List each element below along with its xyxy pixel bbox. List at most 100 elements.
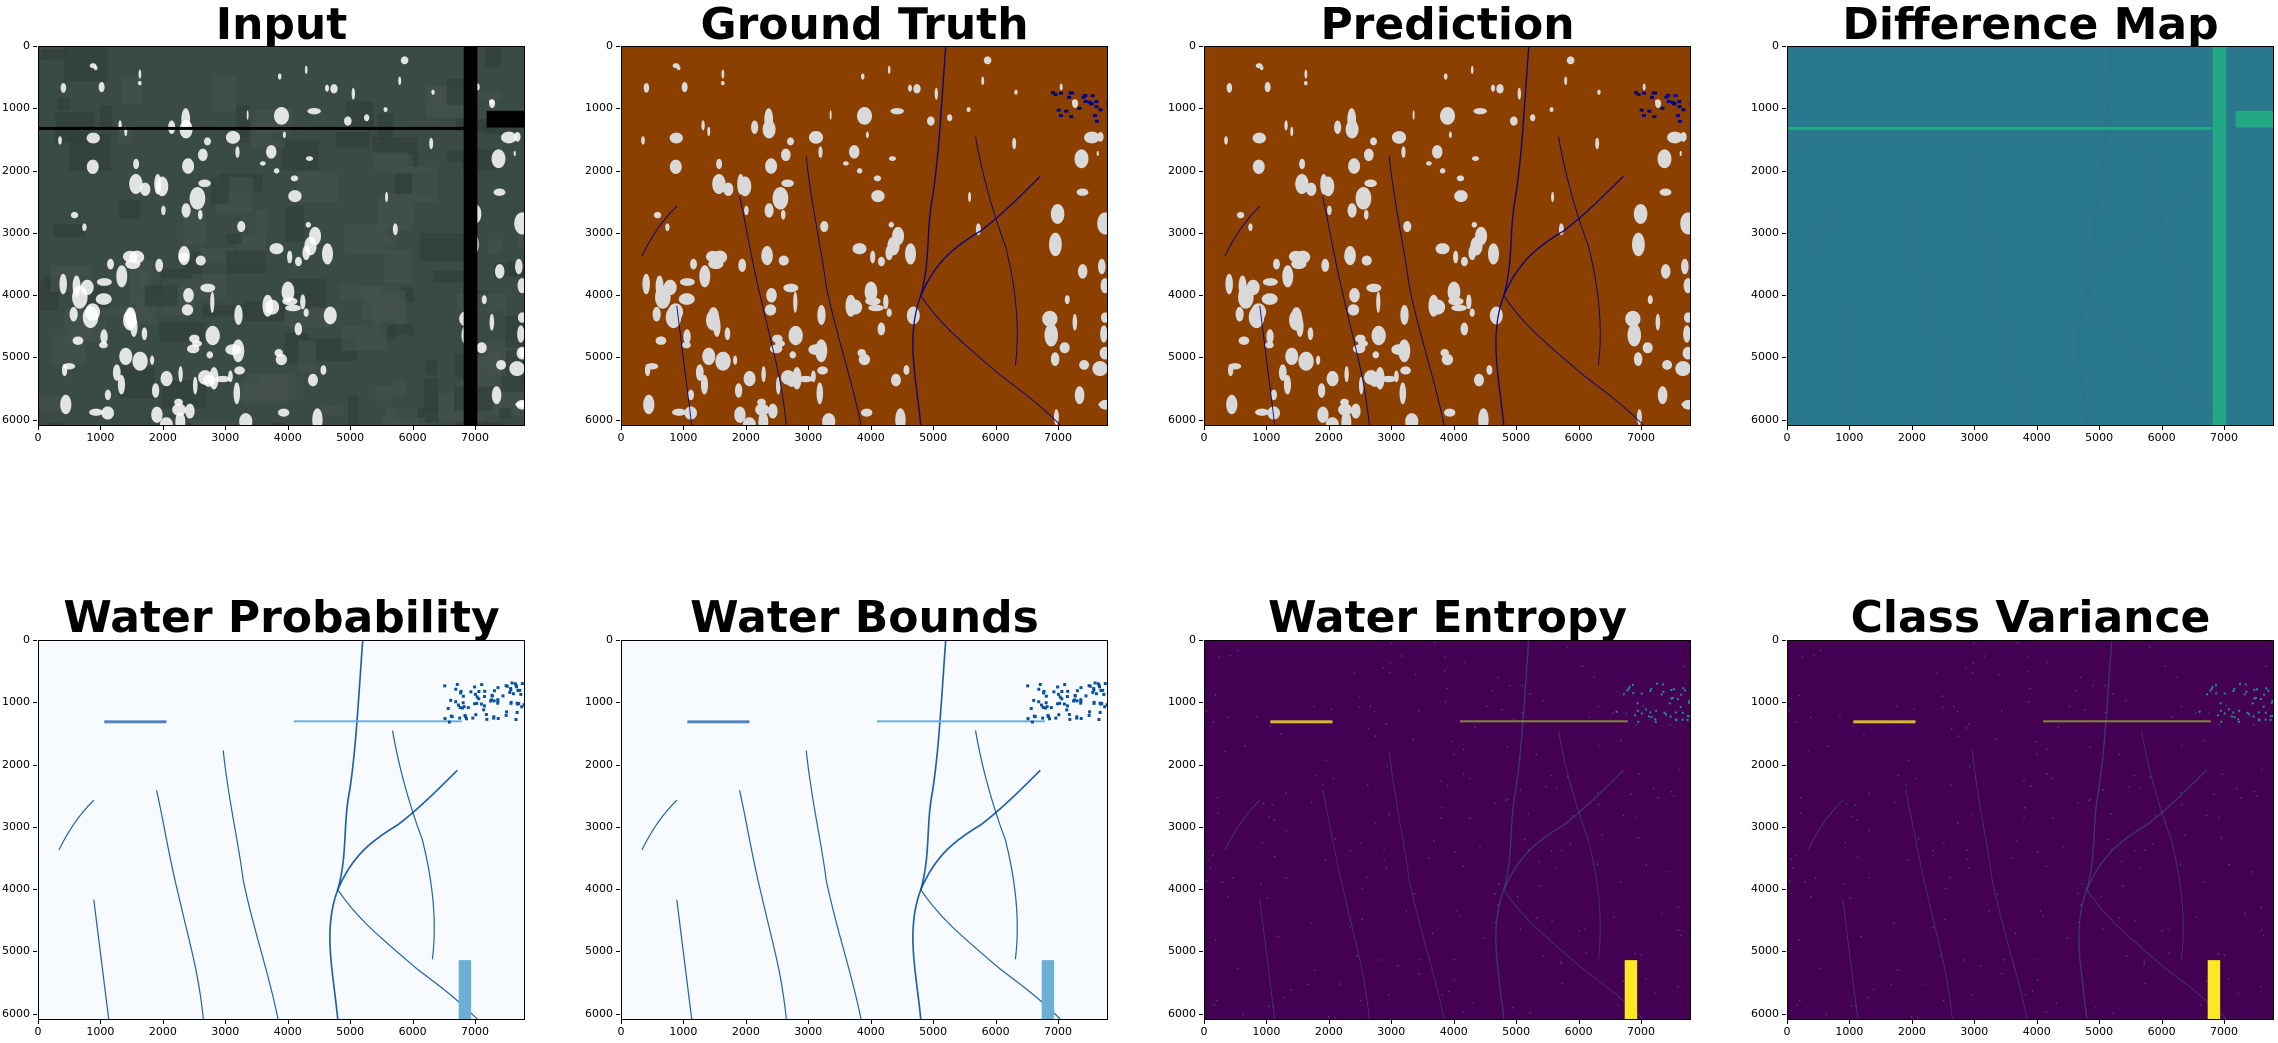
y-tick-label: 0 bbox=[1743, 39, 1786, 52]
x-tick-label: 5000 bbox=[2079, 1020, 2119, 1038]
panel-title: Ground Truth bbox=[700, 0, 1029, 50]
river-line bbox=[1224, 799, 1261, 851]
x-tick-label: 3000 bbox=[1371, 1020, 1411, 1038]
river-line bbox=[676, 305, 693, 425]
x-tick-label: 0 bbox=[1767, 426, 1807, 444]
x-tick-label: 3000 bbox=[788, 426, 828, 444]
x-tick-label: 3000 bbox=[788, 1020, 828, 1038]
river-line bbox=[1495, 47, 1530, 425]
y-tick-label: 3000 bbox=[1743, 226, 1786, 239]
y-tick-label: 5000 bbox=[1160, 350, 1203, 363]
x-tick-label: 0 bbox=[1767, 1020, 1807, 1038]
x-tick-label: 5000 bbox=[2079, 426, 2119, 444]
x-tick-label: 7000 bbox=[455, 1020, 495, 1038]
panel-title: Water Bounds bbox=[690, 592, 1039, 643]
x-tick-label: 0 bbox=[18, 426, 58, 444]
x-tick-label: 2000 bbox=[1892, 1020, 1932, 1038]
x-tick-label: 1000 bbox=[663, 1020, 703, 1038]
image-axes bbox=[38, 640, 525, 1020]
x-tick-label: 1000 bbox=[1246, 1020, 1286, 1038]
x-tick-label: 4000 bbox=[2017, 426, 2057, 444]
river-line bbox=[2086, 769, 2207, 890]
y-tick-label: 4000 bbox=[1160, 882, 1203, 895]
river-line bbox=[919, 769, 1041, 891]
x-tick-label: 4000 bbox=[268, 1020, 308, 1038]
river-line bbox=[1807, 205, 1844, 257]
y-tick-label: 0 bbox=[1160, 633, 1203, 646]
river-line bbox=[336, 769, 458, 891]
x-tick-label: 0 bbox=[1184, 1020, 1224, 1038]
panel-image bbox=[1205, 47, 1690, 425]
y-tick-label: 5000 bbox=[1743, 350, 1786, 363]
y-tick-label: 4000 bbox=[0, 882, 37, 895]
y-tick-label: 2000 bbox=[1743, 758, 1786, 771]
y-tick-label: 0 bbox=[1743, 633, 1786, 646]
y-tick-label: 2000 bbox=[1160, 758, 1203, 771]
y-tick-label: 2000 bbox=[1743, 164, 1786, 177]
y-tick-label: 6000 bbox=[1743, 413, 1786, 426]
y-tick-label: 0 bbox=[1160, 39, 1203, 52]
panel-image bbox=[622, 47, 1107, 425]
x-tick-label: 7000 bbox=[1038, 1020, 1078, 1038]
y-tick-label: 4000 bbox=[1743, 288, 1786, 301]
panel-image bbox=[39, 47, 524, 425]
y-tick-label: 3000 bbox=[0, 226, 37, 239]
y-tick-label: 5000 bbox=[577, 350, 620, 363]
x-tick-label: 2000 bbox=[1309, 426, 1349, 444]
x-tick-label: 6000 bbox=[976, 1020, 1016, 1038]
y-tick-label: 0 bbox=[577, 39, 620, 52]
river-line bbox=[1971, 750, 2028, 1019]
river-line bbox=[1558, 136, 1601, 366]
y-tick-label: 1000 bbox=[1743, 101, 1786, 114]
y-tick-label: 0 bbox=[577, 633, 620, 646]
panel-image bbox=[39, 641, 524, 1019]
y-tick-label: 2000 bbox=[0, 758, 37, 771]
y-tick-label: 4000 bbox=[1160, 288, 1203, 301]
river-line bbox=[2141, 730, 2184, 960]
x-tick-label: 6000 bbox=[1559, 426, 1599, 444]
x-tick-label: 1000 bbox=[80, 426, 120, 444]
river-line bbox=[222, 750, 279, 1019]
x-tick-label: 4000 bbox=[851, 426, 891, 444]
image-axes bbox=[1204, 46, 1691, 426]
x-tick-label: 1000 bbox=[663, 426, 703, 444]
y-tick-label: 2000 bbox=[1160, 164, 1203, 177]
river-line bbox=[738, 790, 787, 1019]
y-tick-label: 6000 bbox=[1160, 1007, 1203, 1020]
panel-title: Input bbox=[215, 0, 348, 50]
river-line bbox=[1503, 175, 1624, 296]
x-tick-label: 3000 bbox=[205, 426, 245, 444]
river-line bbox=[1905, 790, 1953, 1019]
x-tick-label: 7000 bbox=[1621, 1020, 1661, 1038]
x-tick-label: 7000 bbox=[2204, 426, 2244, 444]
x-tick-label: 7000 bbox=[1038, 426, 1078, 444]
x-tick-label: 2000 bbox=[1892, 426, 1932, 444]
panel-title: Water Probability bbox=[63, 592, 500, 643]
y-tick-label: 6000 bbox=[1743, 1007, 1786, 1020]
river-line bbox=[1503, 889, 1644, 1019]
y-tick-label: 3000 bbox=[577, 820, 620, 833]
river-line bbox=[391, 730, 435, 960]
y-tick-label: 2000 bbox=[0, 164, 37, 177]
x-tick-label: 4000 bbox=[851, 1020, 891, 1038]
river-line bbox=[2086, 175, 2207, 296]
y-tick-label: 2000 bbox=[577, 758, 620, 771]
x-tick-label: 2000 bbox=[726, 426, 766, 444]
y-tick-label: 1000 bbox=[1160, 101, 1203, 114]
y-tick-label: 6000 bbox=[1160, 413, 1203, 426]
river-line bbox=[155, 790, 204, 1019]
x-tick-label: 5000 bbox=[1496, 1020, 1536, 1038]
y-tick-label: 0 bbox=[0, 633, 37, 646]
image-axes bbox=[38, 46, 525, 426]
x-tick-label: 5000 bbox=[913, 1020, 953, 1038]
x-tick-label: 1000 bbox=[80, 1020, 120, 1038]
x-tick-label: 2000 bbox=[143, 1020, 183, 1038]
x-tick-label: 0 bbox=[18, 1020, 58, 1038]
image-axes bbox=[1787, 640, 2274, 1020]
x-tick-label: 6000 bbox=[393, 426, 433, 444]
y-tick-label: 6000 bbox=[577, 413, 620, 426]
river-line bbox=[58, 799, 95, 851]
y-tick-label: 4000 bbox=[577, 288, 620, 301]
x-tick-label: 3000 bbox=[1954, 426, 1994, 444]
x-tick-label: 7000 bbox=[455, 426, 495, 444]
